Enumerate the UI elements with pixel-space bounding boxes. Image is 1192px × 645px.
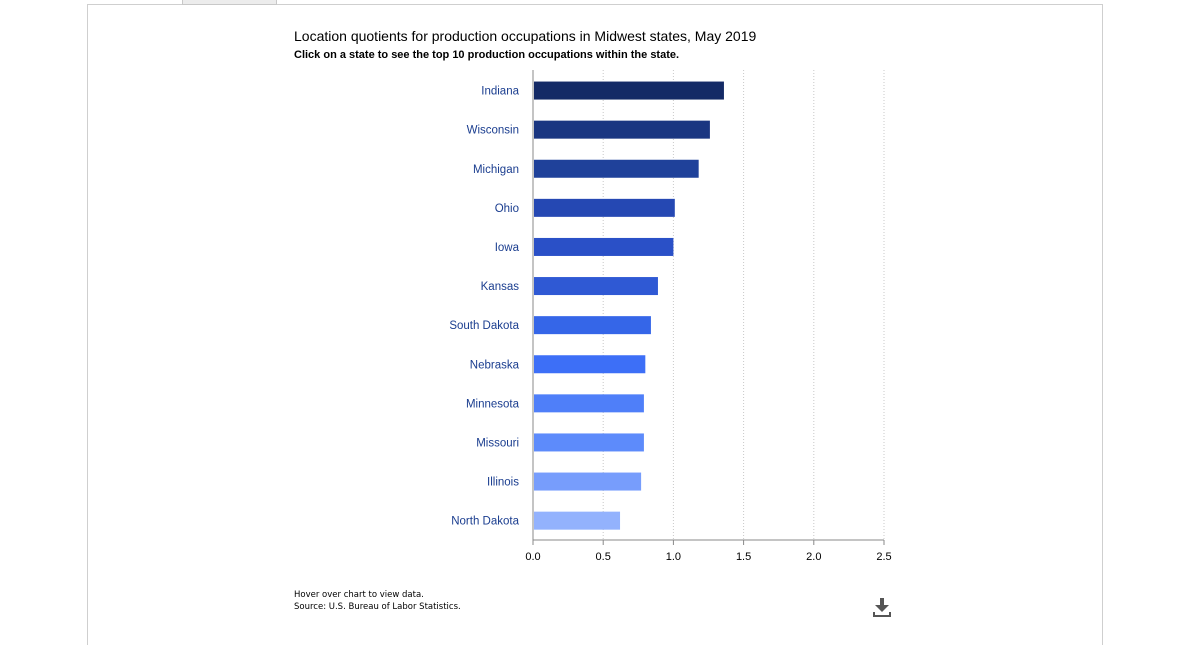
bar-missouri[interactable] (534, 433, 644, 452)
category-label-minnesota[interactable]: Minnesota (466, 398, 520, 410)
chart-subtitle: Click on a state to see the top 10 produ… (294, 49, 680, 61)
bar-south-dakota[interactable] (534, 316, 651, 335)
bar-north-dakota[interactable] (534, 511, 621, 530)
bar-chart: 0.0 0.5 1.0 1.5 2.0 2.5 Indiana Wisconsin Michig… (449, 70, 892, 563)
bar-ohio[interactable] (534, 198, 675, 217)
x-tick-label: 2.0 (806, 551, 821, 563)
x-tick-label: 2.5 (876, 551, 891, 563)
category-label-south-dakota[interactable]: South Dakota (449, 320, 519, 332)
x-tick-label: 1.0 (666, 551, 681, 563)
category-label-kansas[interactable]: Kansas (481, 281, 520, 293)
bar-kansas[interactable] (534, 277, 658, 296)
bar-minnesota[interactable] (534, 394, 644, 413)
source-note: Source: U.S. Bureau of Labor Statistics. (294, 602, 461, 612)
category-label-missouri[interactable]: Missouri (476, 437, 519, 449)
bar-illinois[interactable] (534, 472, 642, 491)
bar-indiana[interactable] (534, 81, 724, 100)
category-label-ohio[interactable]: Ohio (495, 203, 519, 215)
bar-wisconsin[interactable] (534, 120, 710, 139)
x-tick-label: 1.5 (736, 551, 751, 563)
category-label-michigan[interactable]: Michigan (473, 164, 519, 176)
download-icon[interactable] (871, 596, 893, 618)
bar-nebraska[interactable] (534, 355, 646, 374)
x-tick-label: 0.0 (525, 551, 540, 563)
category-label-nebraska[interactable]: Nebraska (470, 359, 520, 371)
category-label-illinois[interactable]: Illinois (487, 477, 519, 489)
category-label-north-dakota[interactable]: North Dakota (451, 516, 519, 528)
category-label-indiana[interactable]: Indiana (481, 86, 519, 98)
chart-title: Location quotients for production occupa… (294, 28, 757, 44)
bar-michigan[interactable] (534, 159, 699, 178)
category-label-wisconsin[interactable]: Wisconsin (467, 125, 519, 137)
bar-iowa[interactable] (534, 237, 674, 256)
x-tick-label: 0.5 (596, 551, 611, 563)
hover-note: Hover over chart to view data. (294, 590, 424, 600)
category-label-iowa[interactable]: Iowa (495, 242, 520, 254)
tab-stub[interactable] (182, 0, 277, 5)
